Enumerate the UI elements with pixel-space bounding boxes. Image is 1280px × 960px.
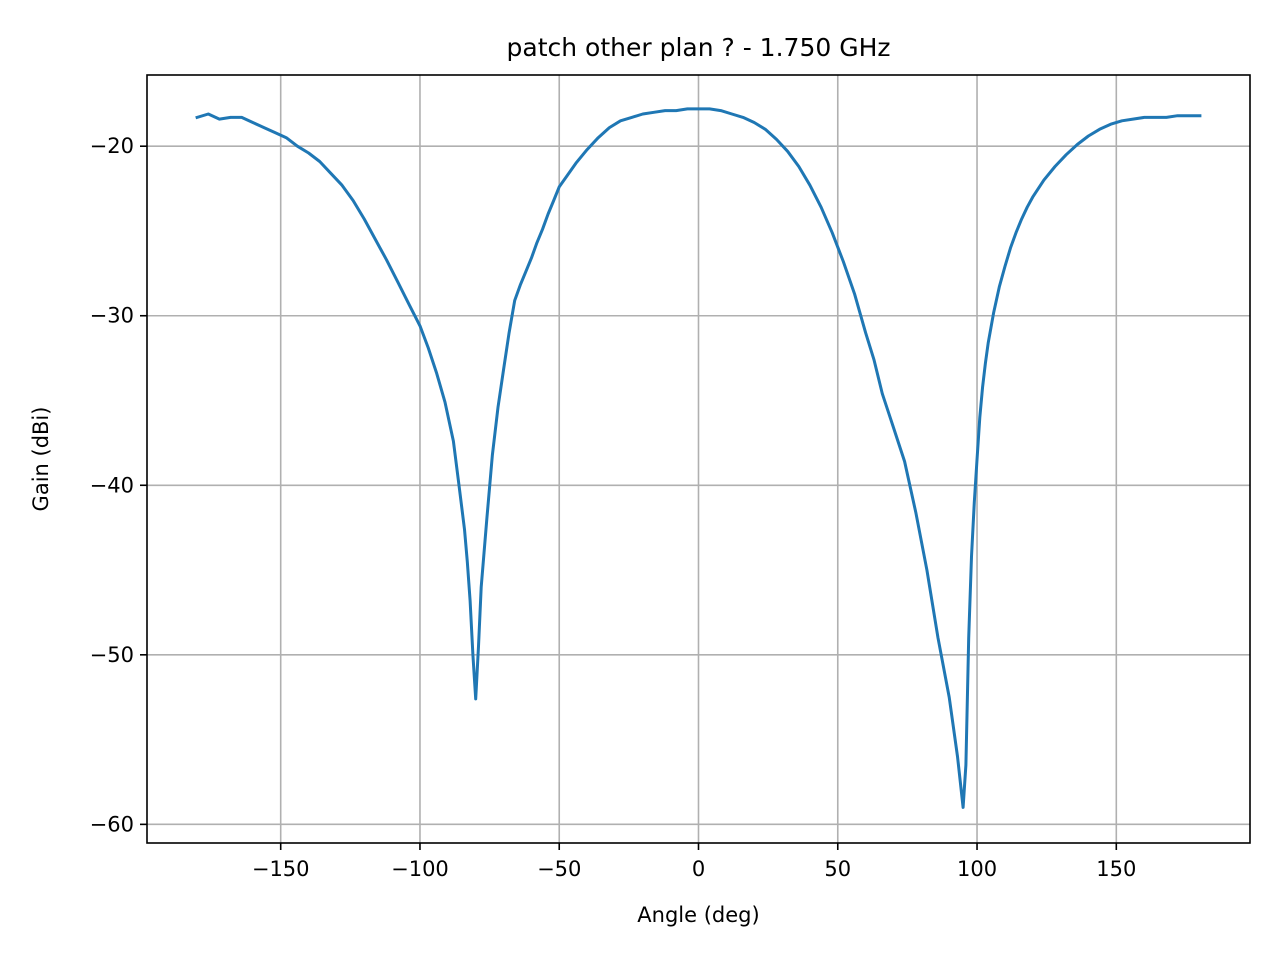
x-tick-label: 100	[957, 857, 997, 881]
y-tick-label: −30	[90, 304, 134, 328]
series-line-1	[195, 107, 1202, 809]
x-axis-label: Angle (deg)	[637, 903, 759, 927]
x-tick-label: 150	[1096, 857, 1136, 881]
y-tick-label: −40	[90, 473, 134, 497]
y-axis-ticks: −20 −30 −40 −50 −60	[90, 134, 147, 836]
chart-title: patch other plan ? - 1.750 GHz	[507, 33, 891, 62]
x-tick-label: −100	[391, 857, 449, 881]
plot-data	[195, 107, 1202, 809]
x-tick-label: −150	[252, 857, 310, 881]
x-axis-ticks: −150 −100 −50 0 50 100 150	[252, 843, 1136, 881]
x-tick-label: −50	[537, 857, 581, 881]
y-axis-label: Gain (dBi)	[29, 407, 53, 512]
x-tick-label: 50	[824, 857, 851, 881]
y-tick-label: −20	[90, 134, 134, 158]
y-tick-label: −50	[90, 643, 134, 667]
x-tick-label: 0	[692, 857, 705, 881]
y-tick-label: −60	[90, 812, 134, 836]
